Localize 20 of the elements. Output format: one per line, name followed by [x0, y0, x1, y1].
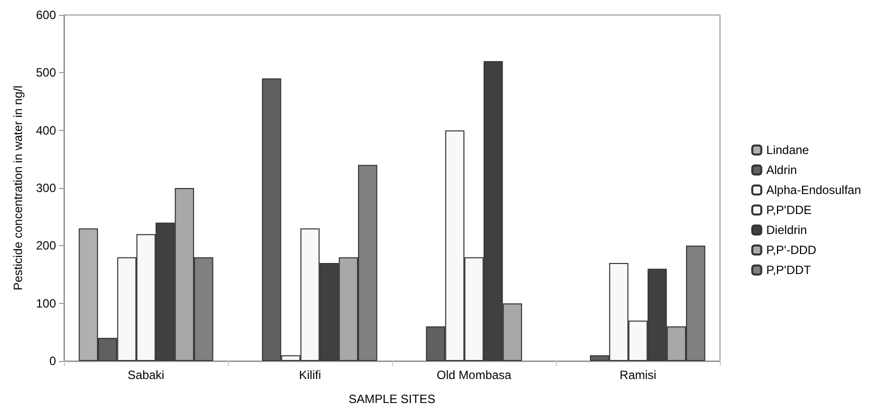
x-axis-title: SAMPLE SITES	[348, 392, 436, 406]
legend-label: P,P'DDT	[766, 263, 812, 277]
y-tick-label: 400	[36, 123, 56, 138]
legend-label: Lindane	[766, 143, 810, 157]
legend-label: Dieldrin	[766, 223, 807, 237]
legend-label: Aldrin	[766, 163, 797, 177]
legend-label: P,P'-DDD	[766, 243, 817, 257]
x-tick-label: Kilifi	[298, 368, 322, 382]
legend-label: Alpha-Endosulfan	[766, 183, 861, 197]
x-tick-label: Sabaki	[128, 368, 164, 382]
x-tick-label: Ramisi	[620, 368, 656, 382]
y-tick-label: 100	[36, 296, 56, 310]
y-tick-label: 0	[49, 354, 56, 368]
legend-label: P,P'DDE	[766, 203, 812, 217]
x-tick-label: Old Mombasa	[436, 368, 512, 382]
y-tick-label: 600	[36, 8, 56, 22]
y-axis-title: Pesticide concentration in water in ng/l	[11, 86, 25, 290]
y-tick-label: 300	[36, 181, 56, 195]
y-tick-label: 500	[36, 66, 56, 80]
y-tick-label: 200	[36, 238, 56, 253]
